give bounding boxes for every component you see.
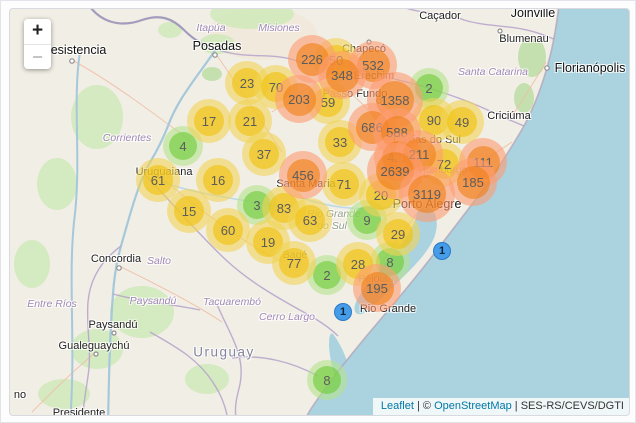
cluster-marker[interactable]: 49 [440,100,484,144]
cluster-marker[interactable]: 33 [318,120,362,164]
cluster-count: 60 [220,222,236,238]
cluster-count: 17 [201,113,217,129]
cluster-count: 3 [253,197,261,213]
cluster-count: 195 [366,280,388,296]
cluster-count: 29 [390,226,406,242]
cluster-count: 2 [323,267,331,283]
attribution-org-label: | SES-RS/CEVS/DGTI [511,400,624,412]
cluster-count: 456 [292,167,314,183]
cluster-marker[interactable]: 71 [322,162,366,206]
cluster-count: 49 [454,114,470,130]
zoom-out-button[interactable]: − [24,44,51,69]
cluster-count: 21 [242,113,258,129]
cluster-marker[interactable]: 37 [242,132,286,176]
attribution-separator: | © [413,400,435,412]
cluster-count: 33 [332,134,348,150]
cluster-count: 185 [462,174,484,190]
cluster-count: 1358 [380,92,410,108]
cluster-count: 2639 [380,163,410,179]
cluster-marker[interactable]: 77 [272,241,316,285]
cluster-count: 23 [239,75,255,91]
cluster-count: 83 [276,200,292,216]
cluster-count: 61 [150,172,166,188]
cluster-count: 8 [386,254,394,270]
cluster-count: 9 [363,212,371,228]
point-marker[interactable]: 1 [334,303,352,321]
cluster-marker[interactable]: 348 [318,51,366,99]
openstreetmap-link[interactable]: OpenStreetMap [434,400,512,412]
cluster-count: 8 [323,372,331,388]
point-marker[interactable]: 1 [433,242,451,260]
cluster-count: 59 [320,94,336,110]
cluster-count: 28 [350,256,366,272]
cluster-marker[interactable]: 456 [279,151,327,199]
cluster-marker[interactable]: 203 [275,75,323,123]
cluster-marker[interactable]: 60 [206,208,250,252]
cluster-count: 348 [331,67,353,83]
cluster-count: 71 [336,176,352,192]
cluster-count: 63 [302,212,318,228]
cluster-count: 19 [260,234,276,250]
cluster-count: 532 [362,57,384,73]
cluster-marker[interactable]: 195 [353,264,401,312]
cluster-count: 2 [425,80,433,96]
cluster-marker[interactable]: 3119 [399,166,455,222]
cluster-count: 15 [181,203,197,219]
cluster-count: 16 [210,172,226,188]
cluster-marker[interactable]: 17 [187,99,231,143]
map-container[interactable]: Itapúa Misiones Posadas Resistencia Corrient… [9,8,630,416]
cluster-count: 37 [256,146,272,162]
cluster-count: 203 [288,91,310,107]
attribution-bar: Leaflet | © OpenStreetMap | SES-RS/CEVS/… [372,398,629,415]
cluster-count: 77 [286,255,302,271]
zoom-control: + − [24,19,51,69]
cluster-count: 226 [301,51,323,67]
map-canvas: Itapúa Misiones Posadas Resistencia Corrient… [10,9,629,415]
ocean-water [307,9,629,415]
cluster-count: 3119 [413,186,441,202]
cluster-marker[interactable]: 63 [288,198,332,242]
cluster-marker[interactable]: 29 [376,212,420,256]
cluster-marker[interactable]: 15 [167,189,211,233]
zoom-in-button[interactable]: + [24,19,51,44]
cluster-count: 4 [179,138,187,154]
leaflet-link[interactable]: Leaflet [380,400,414,412]
cluster-count: 90 [426,112,442,128]
cluster-marker[interactable]: 185 [449,158,497,206]
cluster-marker[interactable]: 8 [307,360,347,400]
map-tiles [14,9,629,415]
